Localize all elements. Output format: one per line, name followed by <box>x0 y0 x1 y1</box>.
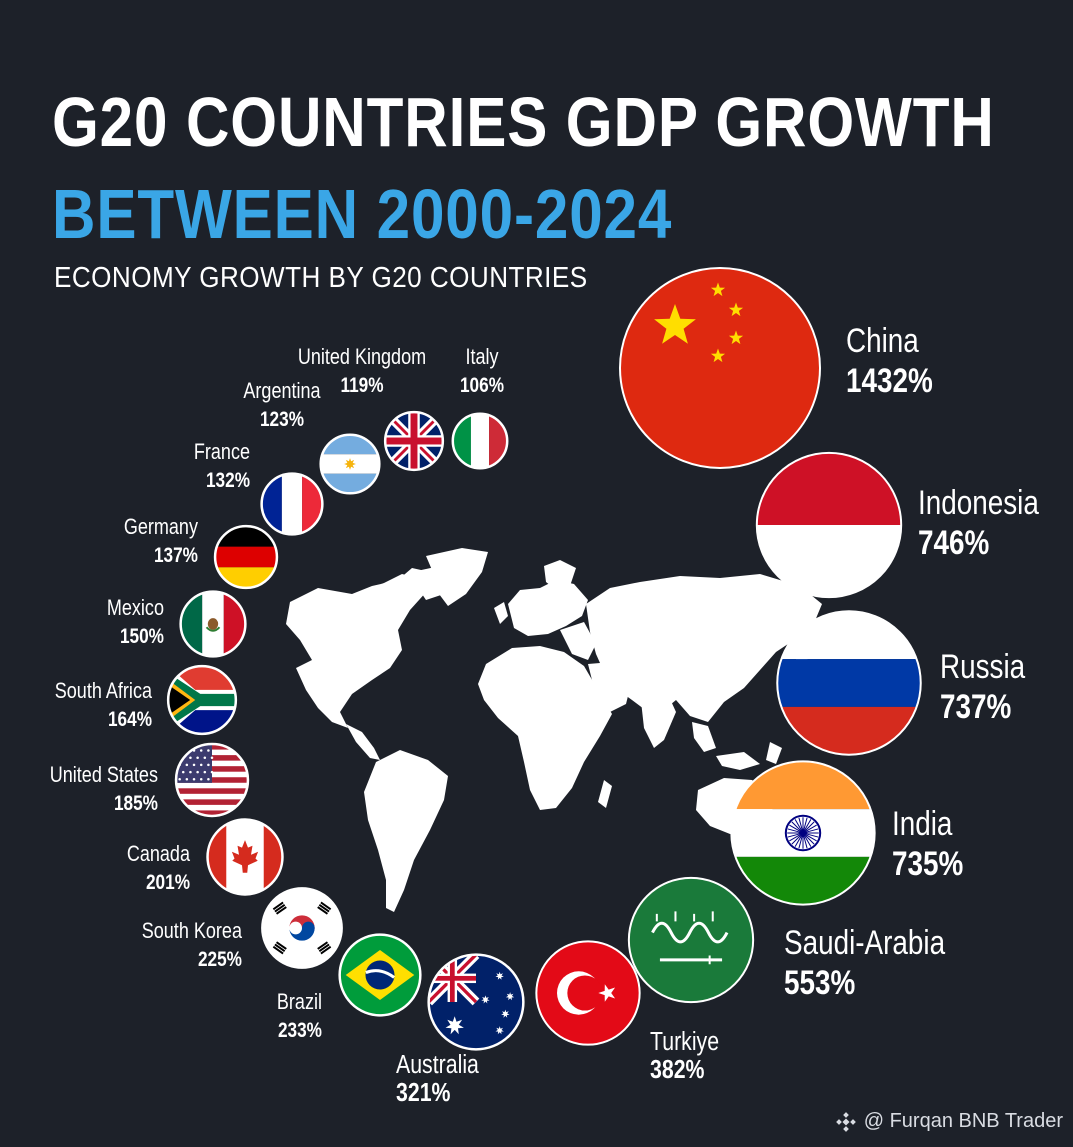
label-name-italy: Italy <box>465 345 499 369</box>
label-name-germany: Germany <box>124 515 199 539</box>
label-value-south-africa: 164% <box>108 709 152 732</box>
bubble-south-korea <box>261 887 343 969</box>
label-name-united-kingdom: United Kingdom <box>298 345 426 369</box>
label-value-south-korea: 225% <box>198 949 242 972</box>
chart-subtitle: BETWEEN 2000-2024 <box>52 175 673 253</box>
bubble-mexico <box>179 590 247 658</box>
united-states-flag <box>176 744 248 816</box>
bubble-indonesia <box>755 451 903 599</box>
bubble-saudi-arabia <box>627 876 755 1004</box>
label-name-russia: Russia <box>940 647 1026 685</box>
label-value-saudi-arabia: 553% <box>784 963 855 1001</box>
label-name-canada: Canada <box>127 842 191 866</box>
label-name-australia: Australia <box>396 1050 480 1080</box>
china-flag <box>620 268 820 468</box>
label-name-south-korea: South Korea <box>142 919 243 943</box>
south-africa-flag <box>168 666 236 734</box>
label-name-india: India <box>892 804 953 842</box>
brazil-flag <box>339 934 421 1016</box>
bubble-turkiye <box>535 940 641 1046</box>
bubble-united-kingdom <box>383 410 445 472</box>
label-value-turkiye: 382% <box>650 1055 705 1085</box>
label-value-brazil: 233% <box>278 1020 322 1043</box>
label-value-australia: 321% <box>396 1078 451 1108</box>
binance-diamond-icon <box>835 1111 856 1132</box>
bubble-brazil <box>338 933 422 1017</box>
label-value-canada: 201% <box>146 872 190 895</box>
label-value-indonesia: 746% <box>918 523 989 561</box>
label-value-china: 1432% <box>846 361 933 399</box>
label-value-united-kingdom: 119% <box>340 375 383 398</box>
label-value-mexico: 150% <box>120 626 164 649</box>
chart-title: G20 COUNTRIES GDP GROWTH <box>52 83 995 161</box>
label-value-india: 735% <box>892 844 963 882</box>
chart-caption: ECONOMY GROWTH BY G20 COUNTRIES <box>54 262 588 294</box>
label-name-france: France <box>194 440 250 464</box>
label-value-france: 132% <box>206 470 250 493</box>
label-value-italy: 106% <box>460 375 504 398</box>
watermark-text: @ Furqan BNB Trader <box>863 1110 1063 1132</box>
saudi-arabia-flag <box>628 877 754 1003</box>
bubble-canada <box>206 818 284 896</box>
bubble-germany <box>213 524 279 590</box>
turkiye-flag <box>536 941 640 1045</box>
bubble-argentina <box>319 433 381 495</box>
bubble-italy <box>451 412 509 470</box>
label-value-germany: 137% <box>154 545 198 568</box>
bubble-russia <box>776 610 922 756</box>
label-value-argentina: 123% <box>260 409 304 432</box>
watermark: @ Furqan BNB Trader <box>835 1110 1063 1133</box>
label-name-south-africa: South Africa <box>55 679 153 703</box>
bubble-south-africa <box>166 664 238 736</box>
bubble-china <box>619 267 821 469</box>
label-name-saudi-arabia: Saudi-Arabia <box>784 923 946 961</box>
label-name-mexico: Mexico <box>107 596 164 620</box>
australia-flag <box>428 954 524 1050</box>
label-name-turkiye: Turkiye <box>650 1027 719 1057</box>
label-name-united-states: United States <box>50 763 158 787</box>
label-value-united-states: 185% <box>114 793 158 816</box>
label-value-russia: 737% <box>940 687 1011 725</box>
label-name-indonesia: Indonesia <box>918 483 1040 521</box>
bubble-australia <box>427 953 525 1051</box>
bubble-united-states <box>174 742 250 818</box>
bubble-france <box>260 472 324 536</box>
world-map <box>286 548 822 912</box>
label-name-brazil: Brazil <box>277 990 322 1014</box>
label-name-argentina: Argentina <box>243 379 321 403</box>
label-name-china: China <box>846 321 919 359</box>
south-korea-flag <box>262 888 342 968</box>
united-kingdom-flag <box>385 412 443 470</box>
bubble-india <box>730 760 876 906</box>
